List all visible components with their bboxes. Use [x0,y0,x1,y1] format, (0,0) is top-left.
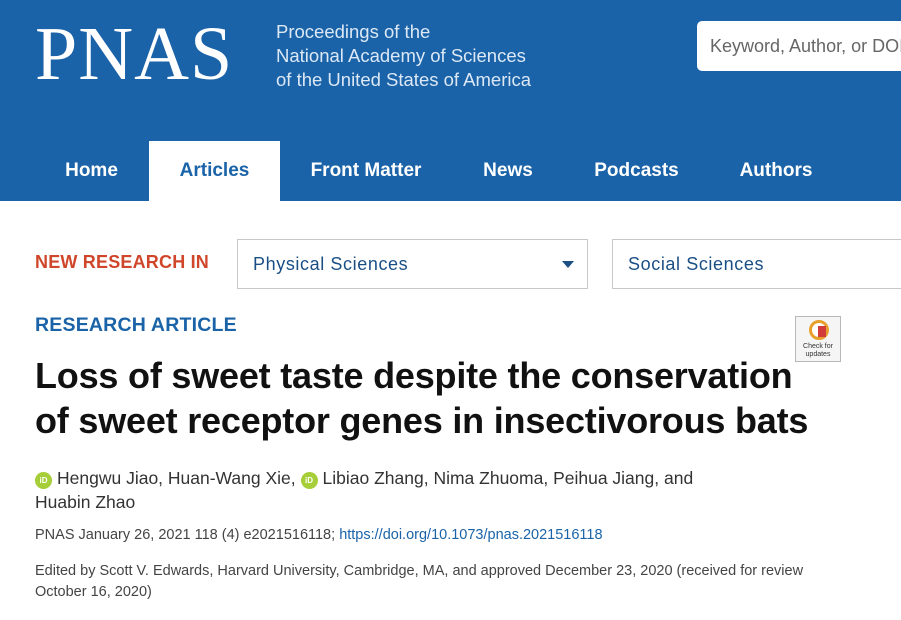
physical-sciences-select-value: Physical Sciences [253,254,409,274]
citation-text: PNAS January 26, 2021 118 (4) e202151611… [35,527,336,543]
main-nav: Home Articles Front Matter News Podcasts… [0,141,901,201]
authors-group-2[interactable]: Libiao Zhang, Nima Zhuoma, Peihua Jiang,… [322,468,694,488]
nav-news[interactable]: News [483,160,533,181]
check-updates-label: Check for updates [803,343,833,358]
check-for-updates-button[interactable]: Check for updates [795,316,841,362]
site-tagline: Proceedings of the National Academy of S… [276,20,531,92]
author-line-2[interactable]: Huabin Zhao [35,492,136,512]
physical-sciences-select[interactable]: Physical Sciences [237,239,588,289]
nav-authors[interactable]: Authors [739,160,813,181]
new-research-label: NEW RESEARCH IN [35,252,210,272]
site-header: PNAS Proceedings of the National Academy… [0,0,901,201]
authors-group-1[interactable]: Hengwu Jiao, Huan-Wang Xie, [57,468,296,488]
doi-link[interactable]: https://doi.org/10.1073/pnas.2021516118 [339,527,603,543]
crossmark-icon [809,320,829,340]
tagline-line-2: National Academy of Sciences [276,45,526,66]
orcid-icon[interactable]: iD [35,472,52,489]
nav-front-matter[interactable]: Front Matter [310,160,422,181]
author-list: iD Hengwu Jiao, Huan-Wang Xie, iD Libiao Z… [35,466,795,514]
tagline-line-1: Proceedings of the [276,21,431,42]
orcid-icon[interactable]: iD [300,472,318,489]
article-type-label: RESEARCH ARTICLE [35,314,237,336]
nav-home[interactable]: Home [65,160,118,181]
chevron-down-icon [562,261,574,268]
search-input[interactable] [697,21,901,71]
social-sciences-select-value: Social Sciences [628,254,765,274]
social-sciences-select[interactable]: Social Sciences [612,239,901,289]
edited-by-note: Edited by Scott V. Edwards, Harvard Univ… [35,563,804,600]
pnas-logo[interactable]: PNAS [35,12,234,96]
article-title: Loss of sweet taste despite the conserva… [35,355,809,441]
nav-podcasts[interactable]: Podcasts [594,160,679,181]
citation: PNAS January 26, 2021 118 (4) e202151611… [35,527,603,543]
author-line-1: iD Hengwu Jiao, Huan-Wang Xie, iD Libiao Z… [35,466,795,490]
tagline-line-3: of the United States of America [276,69,532,90]
nav-articles[interactable]: Articles [149,141,280,201]
bookmark-icon [818,326,826,337]
